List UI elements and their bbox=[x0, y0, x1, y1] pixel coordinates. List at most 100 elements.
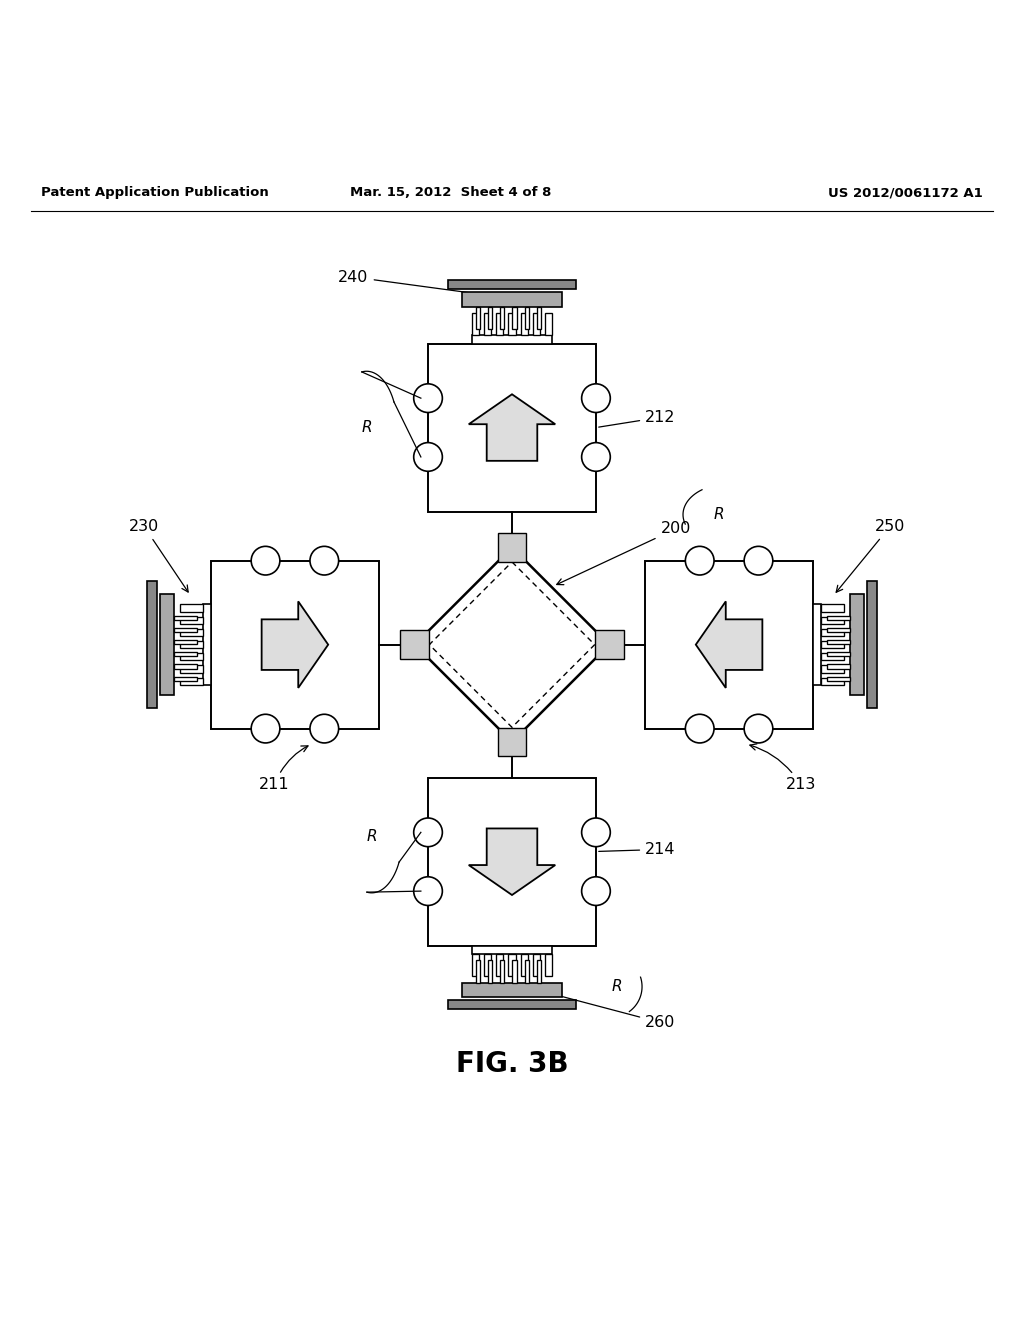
Polygon shape bbox=[696, 602, 762, 688]
Polygon shape bbox=[261, 602, 328, 688]
Bar bbox=[524, 306, 528, 329]
Bar bbox=[476, 960, 480, 982]
Bar bbox=[180, 642, 203, 648]
Bar bbox=[472, 313, 479, 335]
Bar bbox=[537, 960, 541, 982]
Bar bbox=[174, 640, 197, 644]
Circle shape bbox=[582, 818, 610, 846]
Bar bbox=[545, 954, 552, 977]
Text: 230: 230 bbox=[129, 519, 188, 591]
Bar bbox=[203, 605, 211, 685]
Circle shape bbox=[744, 714, 773, 743]
Circle shape bbox=[414, 818, 442, 846]
Circle shape bbox=[582, 442, 610, 471]
Bar bbox=[211, 561, 379, 729]
Bar bbox=[180, 677, 203, 685]
Text: 212: 212 bbox=[599, 409, 676, 428]
Text: 250: 250 bbox=[837, 519, 905, 593]
Polygon shape bbox=[469, 829, 555, 895]
Text: Mar. 15, 2012  Sheet 4 of 8: Mar. 15, 2012 Sheet 4 of 8 bbox=[350, 186, 551, 199]
Bar bbox=[813, 605, 821, 685]
Bar bbox=[400, 631, 429, 659]
Bar bbox=[821, 616, 844, 624]
Bar bbox=[497, 313, 504, 335]
Bar bbox=[462, 293, 562, 306]
Bar bbox=[449, 1001, 575, 1010]
Bar bbox=[497, 954, 504, 977]
Bar bbox=[821, 642, 844, 648]
Circle shape bbox=[414, 442, 442, 471]
Bar bbox=[472, 954, 479, 977]
Bar bbox=[498, 727, 526, 756]
Bar bbox=[449, 280, 575, 289]
Text: R: R bbox=[714, 507, 724, 523]
Text: 240: 240 bbox=[338, 269, 523, 302]
Bar bbox=[827, 664, 850, 669]
Bar bbox=[821, 653, 844, 660]
Bar bbox=[498, 533, 526, 562]
Bar bbox=[827, 628, 850, 632]
Text: 214: 214 bbox=[599, 842, 676, 857]
Bar bbox=[827, 677, 850, 681]
Text: 213: 213 bbox=[750, 744, 816, 792]
Bar bbox=[180, 665, 203, 673]
Bar bbox=[867, 581, 877, 709]
Bar bbox=[508, 954, 515, 977]
Bar bbox=[827, 652, 850, 656]
Circle shape bbox=[582, 876, 610, 906]
Bar bbox=[174, 628, 197, 632]
Bar bbox=[500, 306, 505, 329]
Bar bbox=[850, 594, 864, 696]
Bar bbox=[462, 982, 562, 997]
Bar bbox=[821, 665, 844, 673]
Bar bbox=[821, 628, 844, 636]
Bar bbox=[180, 628, 203, 636]
Circle shape bbox=[310, 546, 339, 576]
Bar bbox=[180, 616, 203, 624]
Bar bbox=[160, 594, 174, 696]
Text: R: R bbox=[361, 420, 372, 436]
Bar bbox=[524, 960, 528, 982]
Circle shape bbox=[582, 384, 610, 412]
Bar bbox=[545, 313, 552, 335]
Circle shape bbox=[251, 546, 280, 576]
Circle shape bbox=[685, 546, 714, 576]
Bar bbox=[827, 615, 850, 620]
Bar bbox=[645, 561, 813, 729]
Bar bbox=[532, 954, 540, 977]
Bar bbox=[595, 631, 624, 659]
Bar bbox=[488, 306, 493, 329]
Bar bbox=[821, 677, 844, 685]
Text: US 2012/0061172 A1: US 2012/0061172 A1 bbox=[828, 186, 983, 199]
Bar bbox=[500, 960, 505, 982]
Bar bbox=[488, 960, 493, 982]
Text: Patent Application Publication: Patent Application Publication bbox=[41, 186, 268, 199]
Text: 260: 260 bbox=[537, 989, 676, 1030]
Bar bbox=[428, 777, 596, 945]
Bar bbox=[508, 313, 515, 335]
Circle shape bbox=[685, 714, 714, 743]
Bar bbox=[827, 640, 850, 644]
Bar bbox=[174, 677, 197, 681]
Circle shape bbox=[310, 714, 339, 743]
Bar bbox=[428, 343, 596, 512]
Bar bbox=[484, 313, 492, 335]
Bar bbox=[476, 306, 480, 329]
Bar bbox=[472, 945, 552, 954]
Circle shape bbox=[414, 384, 442, 412]
Bar bbox=[180, 653, 203, 660]
Bar bbox=[147, 581, 157, 709]
Bar bbox=[821, 605, 844, 611]
Bar bbox=[174, 615, 197, 620]
Text: R: R bbox=[611, 979, 622, 994]
Circle shape bbox=[251, 714, 280, 743]
Bar bbox=[537, 306, 541, 329]
Bar bbox=[472, 335, 552, 343]
Bar bbox=[180, 605, 203, 611]
Bar bbox=[520, 954, 527, 977]
Text: 211: 211 bbox=[259, 746, 308, 792]
Circle shape bbox=[414, 876, 442, 906]
Bar bbox=[520, 313, 527, 335]
Circle shape bbox=[744, 546, 773, 576]
Polygon shape bbox=[469, 395, 555, 461]
